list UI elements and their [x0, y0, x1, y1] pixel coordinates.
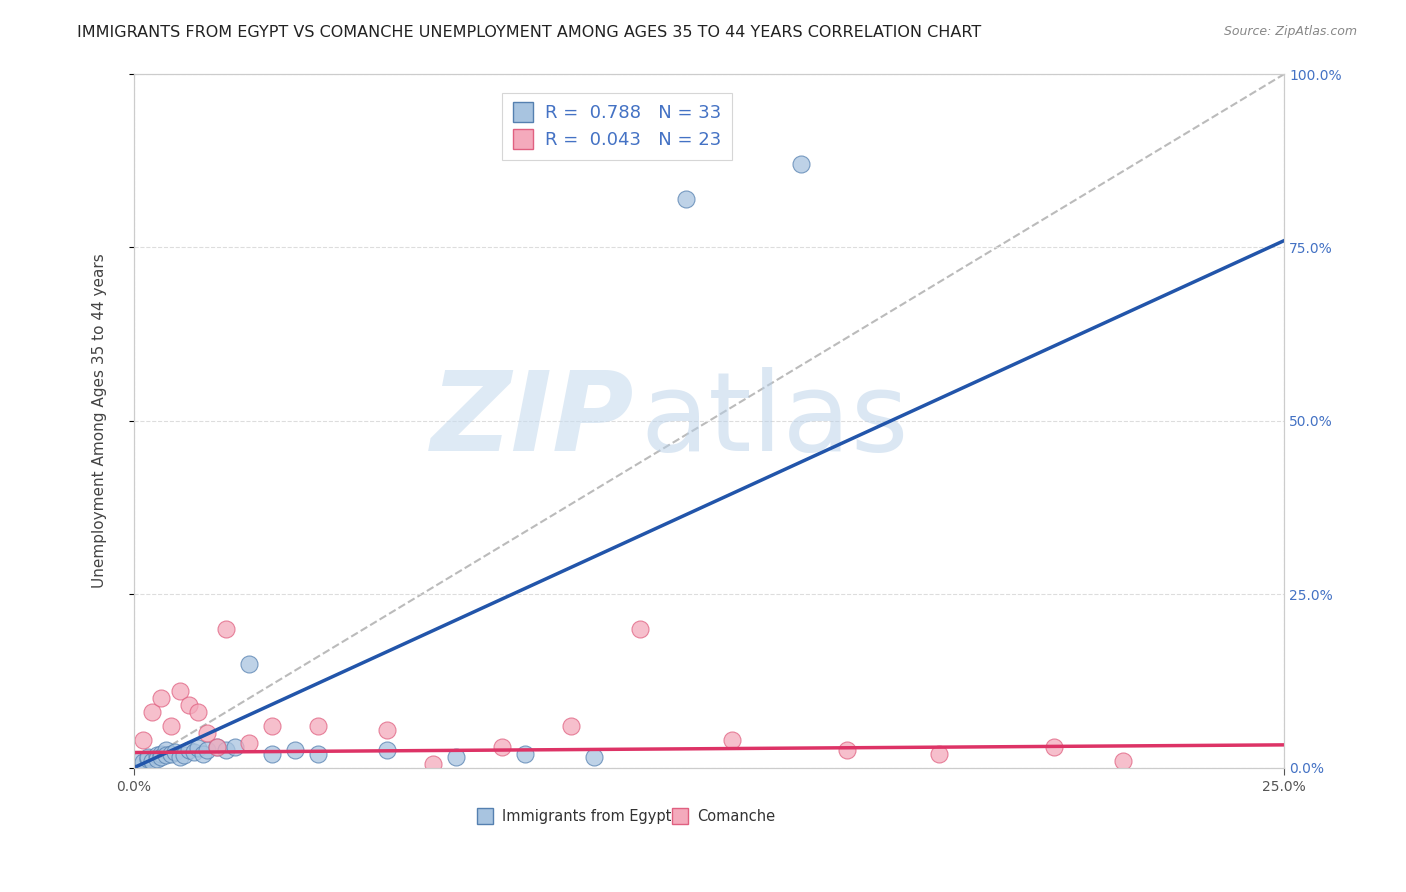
Point: [150, 747, 173, 761]
Point: [145, 752, 167, 766]
Point: [224, 739, 246, 754]
Point: [260, 719, 283, 733]
Text: atlas: atlas: [640, 368, 908, 475]
Point: [155, 748, 177, 763]
Point: [307, 719, 329, 733]
Point: [444, 750, 467, 764]
Point: [136, 752, 159, 766]
Point: [513, 747, 536, 761]
Point: [1112, 754, 1135, 768]
Point: [191, 747, 214, 761]
Point: [159, 747, 181, 761]
Point: [136, 750, 159, 764]
Point: [215, 622, 238, 636]
Text: Source: ZipAtlas.com: Source: ZipAtlas.com: [1223, 25, 1357, 38]
Point: [159, 719, 181, 733]
Point: [582, 750, 605, 764]
Point: [195, 743, 218, 757]
Point: [790, 157, 813, 171]
Point: [145, 748, 167, 763]
Text: Comanche: Comanche: [697, 809, 776, 824]
Legend: R =  0.788   N = 33, R =  0.043   N = 23: R = 0.788 N = 33, R = 0.043 N = 23: [502, 94, 733, 161]
Point: [205, 739, 228, 754]
Point: [177, 698, 200, 713]
Point: [132, 755, 155, 769]
Point: [422, 757, 444, 772]
Point: [205, 739, 228, 754]
Point: [375, 743, 398, 757]
Point: [150, 691, 173, 706]
Point: [155, 743, 177, 757]
Point: [238, 736, 260, 750]
Point: [187, 741, 209, 756]
Point: [177, 743, 200, 757]
Text: ZIP: ZIP: [430, 368, 634, 475]
Text: IMMIGRANTS FROM EGYPT VS COMANCHE UNEMPLOYMENT AMONG AGES 35 TO 44 YEARS CORRELA: IMMIGRANTS FROM EGYPT VS COMANCHE UNEMPL…: [77, 25, 981, 40]
Point: [127, 754, 149, 768]
Point: [928, 747, 950, 761]
Point: [835, 743, 858, 757]
Point: [307, 747, 329, 761]
Point: [560, 719, 582, 733]
Point: [1043, 739, 1066, 754]
Point: [491, 739, 513, 754]
Point: [195, 726, 218, 740]
Point: [165, 746, 187, 760]
Point: [721, 733, 744, 747]
Point: [375, 723, 398, 737]
Text: Immigrants from Egypt: Immigrants from Egypt: [502, 809, 671, 824]
Point: [183, 746, 205, 760]
Point: [150, 750, 173, 764]
Point: [141, 706, 163, 720]
Point: [187, 706, 209, 720]
Point: [628, 622, 651, 636]
Point: [173, 748, 195, 763]
Point: [260, 747, 283, 761]
Point: [169, 684, 191, 698]
Y-axis label: Unemployment Among Ages 35 to 44 years: Unemployment Among Ages 35 to 44 years: [93, 253, 107, 588]
Point: [141, 754, 163, 768]
Point: [215, 743, 238, 757]
Point: [132, 733, 155, 747]
Point: [238, 657, 260, 671]
Point: [284, 743, 307, 757]
Point: [169, 750, 191, 764]
Point: [675, 192, 697, 206]
